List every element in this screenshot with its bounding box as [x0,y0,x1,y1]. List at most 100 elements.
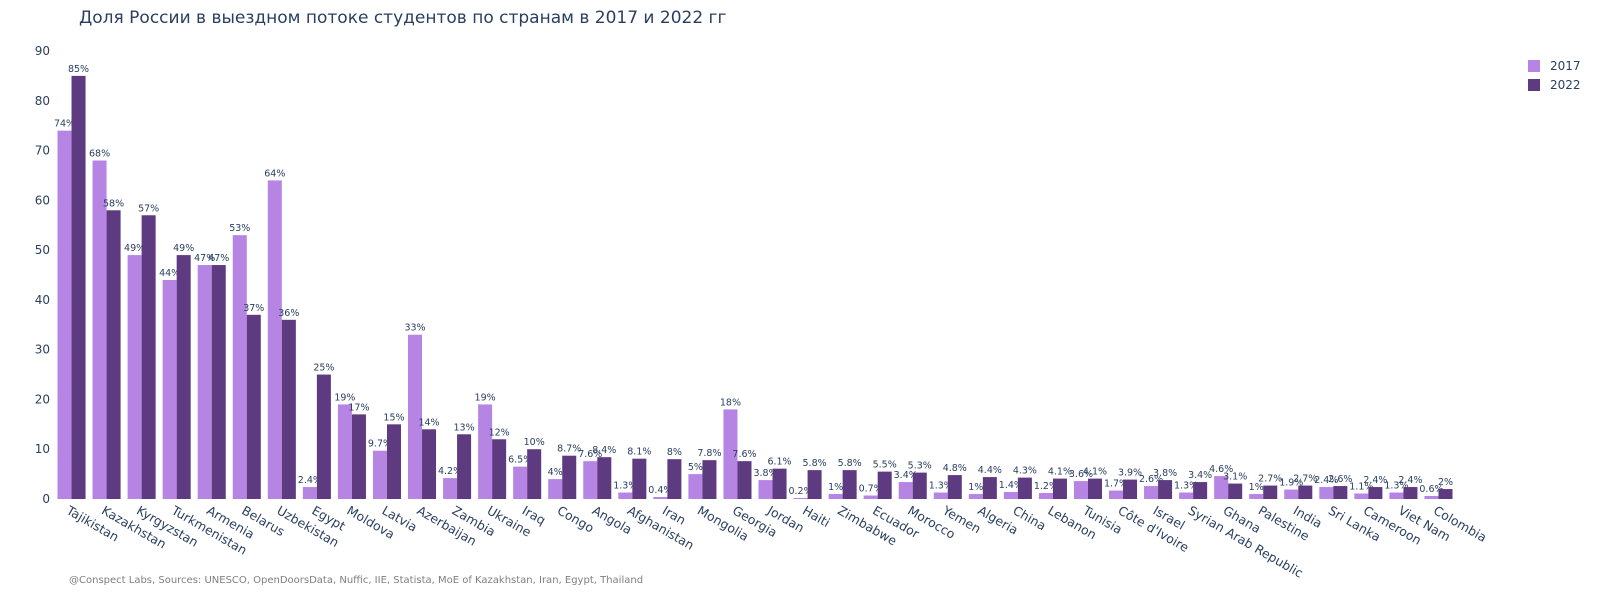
bar-2017-8 [337,404,352,499]
bar-2017-32 [1179,492,1194,499]
bar-2017-15 [583,461,598,499]
y-tick-label-60: 60 [35,193,50,207]
data-label-2022-10: 14% [418,417,439,428]
data-label-2017-3: 44% [159,268,180,279]
data-label-2017-32: 1.3% [1174,481,1198,492]
bar-2022-8 [351,414,366,499]
data-label-2017-22: 1% [828,482,843,493]
bar-2017-9 [372,450,387,499]
data-label-2017-26: 1% [968,482,983,493]
data-label-2017-28: 1.2% [1034,481,1058,492]
bar-2022-36 [1333,486,1348,499]
legend-item-2017[interactable]: 2017 [1528,56,1581,75]
bar-2017-22 [828,494,843,499]
bar-2017-39 [1424,496,1439,499]
data-label-2022-23: 5.5% [873,460,897,471]
bar-2017-29 [1073,481,1088,499]
data-label-2017-18: 5% [688,462,703,473]
legend[interactable]: 2017 2022 [1528,56,1581,94]
y-tick-label-20: 20 [35,392,50,406]
bar-2017-24 [898,482,913,499]
data-label-2017-38: 1.3% [1384,481,1408,492]
bar-2017-37 [1354,493,1369,499]
data-label-2017-4: 47% [194,253,215,264]
y-tick-label-70: 70 [35,144,50,158]
chart-title: Доля России в выездном потоке студентов … [79,8,727,28]
legend-label-2017: 2017 [1550,58,1581,73]
data-label-2017-34: 1% [1249,482,1264,493]
data-label-2017-12: 19% [475,392,496,403]
bar-2017-10 [408,334,423,499]
bar-2017-35 [1284,489,1299,499]
bar-2017-5 [232,235,247,499]
data-label-2022-15: 8.4% [592,445,616,456]
data-label-2022-5: 37% [243,303,264,314]
data-label-2017-6: 64% [264,168,285,179]
data-label-2017-37: 1.1% [1349,482,1373,493]
bar-2017-30 [1109,490,1124,499]
data-label-2017-23: 0.7% [859,484,883,495]
data-label-2017-29: 3.6% [1069,469,1093,480]
bar-2022-4 [211,265,226,499]
bar-2017-0 [57,130,72,499]
bar-2017-31 [1144,486,1159,499]
data-label-2022-0: 85% [68,64,89,75]
bar-2017-12 [478,404,493,499]
bar-2017-28 [1038,493,1053,499]
data-label-2022-27: 4.3% [1013,466,1037,477]
data-label-2017-31: 2.6% [1139,474,1163,485]
bar-2022-12 [492,439,507,499]
data-label-2022-29: 4.1% [1083,467,1107,478]
data-label-2022-22: 5.8% [838,458,862,469]
data-label-2017-1: 68% [89,149,110,160]
data-label-2022-13: 10% [524,437,545,448]
legend-swatch-2017 [1528,59,1540,72]
data-label-2017-35: 1.9% [1279,478,1303,489]
data-label-2017-10: 33% [404,323,425,334]
y-tick-label-10: 10 [35,442,50,456]
bar-2017-3 [162,279,177,499]
bar-2022-27 [1017,477,1032,499]
bar-2022-6 [281,319,296,499]
x-tick-label-15: Angola [590,503,635,538]
data-label-2022-32: 3.4% [1188,470,1212,481]
data-label-2022-6: 36% [278,308,299,319]
bar-2017-6 [267,180,282,499]
data-label-2017-13: 6.5% [508,455,532,466]
data-label-2022-26: 4.4% [978,465,1002,476]
bar-2017-13 [513,466,528,499]
data-label-2022-24: 5.3% [908,461,932,472]
data-label-2022-14: 8.7% [557,444,581,455]
data-label-2022-31: 3.8% [1153,468,1177,479]
data-label-2022-19: 7.6% [732,449,756,460]
bar-2022-21 [807,470,822,499]
bar-2017-19 [723,409,738,499]
legend-swatch-2022 [1528,78,1540,91]
data-label-2017-15: 7.6% [578,449,602,460]
legend-item-2022[interactable]: 2022 [1528,75,1581,94]
data-label-2017-8: 19% [334,392,355,403]
bar-2022-35 [1298,485,1313,499]
bar-2017-17 [653,497,668,499]
bar-2017-14 [548,479,563,499]
data-label-2017-9: 9.7% [368,439,392,450]
data-label-2017-25: 1.3% [929,481,953,492]
data-label-2022-18: 7.8% [697,448,721,459]
data-label-2022-2: 57% [138,203,159,214]
y-tick-label-50: 50 [35,243,50,257]
bar-2022-18 [702,460,717,499]
data-label-2022-39: 2% [1438,477,1453,488]
data-label-2022-17: 8% [667,447,682,458]
data-label-2017-33: 4.6% [1209,464,1233,475]
bar-2022-2 [141,215,156,499]
bar-2017-34 [1249,494,1264,499]
bar-2022-30 [1123,479,1138,499]
bar-2017-20 [758,480,773,499]
bar-2022-9 [386,424,401,499]
data-label-2022-1: 58% [103,198,124,209]
bar-2022-29 [1087,478,1102,499]
bar-2022-13 [527,449,542,499]
bar-2022-0 [71,75,86,499]
bar-2022-17 [667,459,682,499]
y-tick-label-90: 90 [35,44,50,58]
